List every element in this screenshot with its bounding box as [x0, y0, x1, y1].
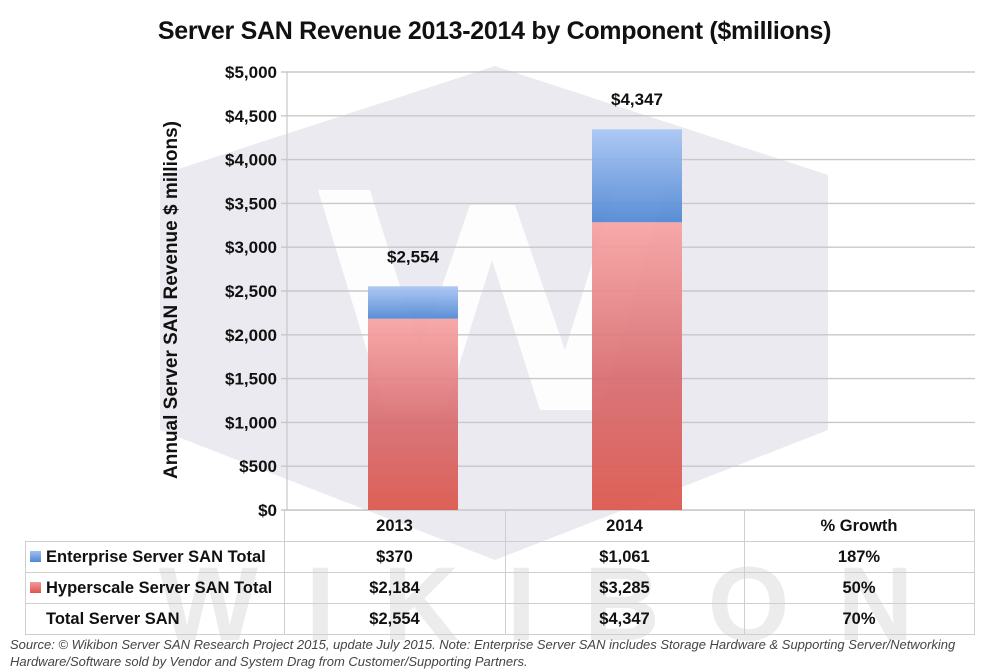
bar-enterprise-2013 — [368, 286, 458, 319]
chart-title: Server SAN Revenue 2013-2014 by Componen… — [157, 17, 832, 45]
y-tick-label: $4,500 — [225, 107, 277, 126]
cell-total-2014: $4,347 — [504, 603, 745, 635]
watermark-logo — [160, 66, 828, 560]
cell-enterprise-2013: $370 — [283, 541, 506, 573]
cell-enterprise-2014: $1,061 — [504, 541, 745, 573]
legend-swatch-enterprise — [30, 550, 41, 562]
bar-hyperscale-2013 — [368, 318, 458, 510]
cell-hyperscale-2014: $3,285 — [504, 572, 745, 604]
y-tick-label: $500 — [239, 457, 277, 476]
legend-swatch-hyperscale — [30, 581, 41, 593]
y-tick-label: $2,000 — [225, 326, 277, 345]
table-row: Enterprise Server SAN Total $370 $1,061 … — [25, 541, 975, 573]
row-label-enterprise: Enterprise Server SAN Total — [25, 541, 285, 573]
cell-hyperscale-growth: 50% — [743, 572, 975, 604]
row-label-text: Total Server SAN — [46, 609, 180, 628]
watermark-hexagon — [160, 66, 828, 560]
table-header-row: 2013 2014 % Growth — [25, 510, 975, 542]
legend-swatch-empty — [30, 613, 41, 624]
y-axis-label: Annual Server SAN Revenue $ millions) — [161, 121, 182, 479]
y-tick-label: $3,000 — [225, 238, 277, 257]
y-tick-label: $4,000 — [225, 151, 277, 170]
table-row: Total Server SAN $2,554 $4,347 70% — [25, 603, 975, 635]
data-labels: $2,554 $4,347 — [387, 90, 663, 266]
bar-hyperscale-2014 — [592, 222, 682, 510]
total-label-2014: $4,347 — [611, 90, 663, 109]
y-tick-label: $3,500 — [225, 194, 277, 213]
bar-enterprise-2014 — [592, 129, 682, 223]
row-label-hyperscale: Hyperscale Server SAN Total — [25, 572, 285, 604]
y-tick-label: $5,000 — [225, 63, 277, 82]
table-header-2014: 2014 — [504, 510, 745, 542]
cell-enterprise-growth: 187% — [743, 541, 975, 573]
cell-total-2013: $2,554 — [283, 603, 506, 635]
row-label-text: Hyperscale Server SAN Total — [46, 578, 273, 597]
bars — [368, 129, 682, 510]
y-tick-label: $1,000 — [225, 413, 277, 432]
y-tick-label: $1,500 — [225, 370, 277, 389]
cell-hyperscale-2013: $2,184 — [283, 572, 506, 604]
table-header-growth: % Growth — [743, 510, 975, 542]
data-table: 2013 2014 % Growth Enterprise Server SAN… — [25, 510, 975, 635]
y-tick-label: $2,500 — [225, 282, 277, 301]
table-header-2013: 2013 — [283, 510, 506, 542]
row-label-total: Total Server SAN — [25, 603, 285, 635]
y-axis: $0$500$1,000$1,500$2,000$2,500$3,000$3,5… — [225, 63, 288, 520]
row-label-text: Enterprise Server SAN Total — [46, 547, 266, 566]
table-corner — [25, 510, 285, 542]
cell-total-growth: 70% — [743, 603, 975, 635]
source-note: Source: © Wikibon Server SAN Research Pr… — [10, 637, 956, 669]
table-row: Hyperscale Server SAN Total $2,184 $3,28… — [25, 572, 975, 604]
total-label-2013: $2,554 — [387, 247, 440, 266]
